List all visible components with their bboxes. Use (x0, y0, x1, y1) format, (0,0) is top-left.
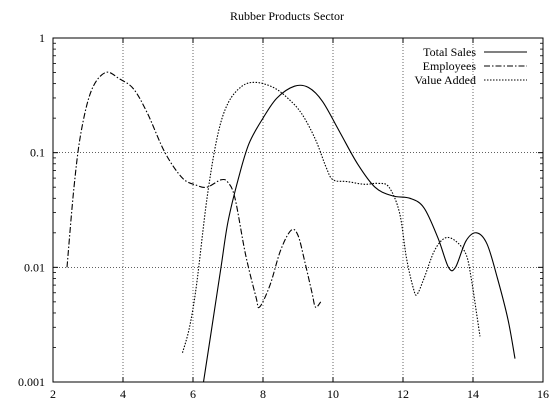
x-tick-label: 2 (50, 387, 56, 401)
y-tick-label: 0.01 (24, 260, 45, 274)
y-tick-label: 0.1 (30, 146, 45, 160)
x-tick-label: 8 (260, 387, 266, 401)
series-lines (66, 71, 516, 383)
x-tick-label: 4 (120, 387, 126, 401)
x-tick-label: 6 (190, 387, 196, 401)
legend-label-employees: Employees (423, 59, 477, 73)
axis-ticks: 2 4 6 8 10 12 14 16 0.001 0.01 0.1 1 (18, 31, 549, 401)
x-tick-label: 14 (467, 387, 479, 401)
x-tick-label: 16 (537, 387, 549, 401)
plot-frame (52, 37, 544, 383)
y-tick-label: 0.001 (18, 375, 45, 389)
grid-lines (53, 38, 543, 382)
x-tick-label: 12 (397, 387, 409, 401)
x-tick-label: 10 (327, 387, 339, 401)
legend-label-total-sales: Total Sales (423, 45, 476, 59)
series-line-total-sales (202, 84, 516, 383)
legend-label-value-added: Value Added (414, 73, 476, 87)
series-line-value-added (181, 81, 481, 353)
series-line-employees (66, 71, 322, 309)
y-tick-label: 1 (39, 31, 45, 45)
chart-title: Rubber Products Sector (230, 9, 344, 23)
